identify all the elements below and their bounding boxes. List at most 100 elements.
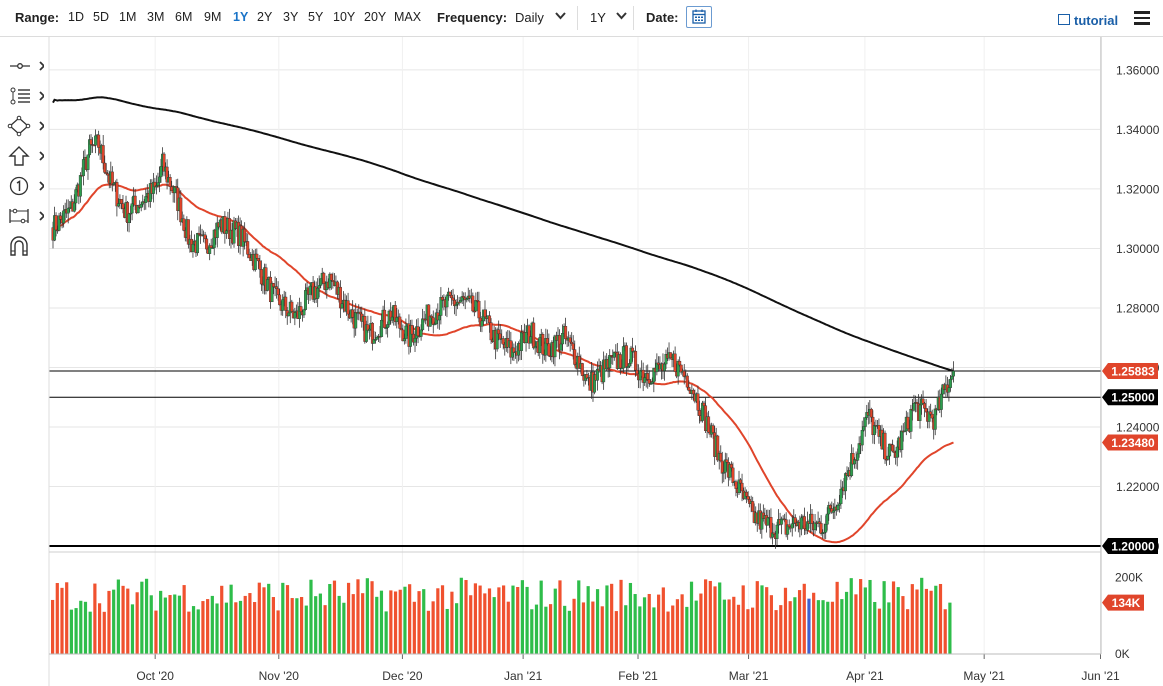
candle-body	[856, 453, 860, 461]
ma-long-line	[52, 96, 954, 372]
menu-icon[interactable]	[1134, 11, 1150, 25]
candle-body	[707, 416, 711, 433]
annotation-icon[interactable]	[6, 175, 44, 197]
frequency-select[interactable]: Daily	[515, 10, 544, 25]
volume-bar	[694, 600, 698, 654]
volume-bar	[826, 601, 830, 654]
volume-bar	[821, 600, 825, 654]
volume-bar	[281, 582, 285, 654]
candle-body	[275, 286, 279, 290]
volume-bar	[534, 604, 539, 654]
volume-bar	[600, 606, 604, 654]
chevron-down-icon[interactable]	[616, 12, 627, 23]
candle-body	[635, 369, 639, 375]
candle-body	[799, 517, 803, 530]
candle-body	[119, 199, 123, 204]
price-tag	[1102, 389, 1158, 406]
candle-body	[888, 443, 892, 457]
candle-body	[745, 491, 749, 497]
candle-body	[529, 336, 533, 344]
range-button-6m[interactable]: 6M	[175, 10, 193, 24]
candle-body	[519, 331, 523, 351]
candle-body	[103, 162, 107, 173]
candle-body	[568, 337, 572, 343]
candle-body	[246, 241, 250, 255]
candle-body	[780, 518, 784, 525]
calendar-icon	[692, 9, 706, 24]
volume-bar	[243, 595, 247, 654]
range-button-1m[interactable]: 1M	[119, 10, 137, 24]
candle-body	[702, 402, 706, 406]
volume-bar	[65, 582, 69, 654]
range-button-20y[interactable]: 20Y	[364, 10, 387, 24]
candle-body	[54, 215, 58, 231]
frequency-label: Frequency:	[437, 10, 508, 25]
range-button-3m[interactable]: 3M	[147, 10, 165, 24]
period-select[interactable]: 1Y	[590, 10, 606, 25]
range-button-max[interactable]: MAX	[394, 10, 422, 24]
candle-body	[338, 286, 342, 309]
volume-bar	[229, 584, 233, 654]
candle-body	[121, 203, 125, 209]
volume-bar	[943, 609, 947, 654]
volume-bar	[572, 598, 576, 654]
candle-body	[573, 349, 577, 365]
candle-body	[545, 338, 549, 344]
measure-icon[interactable]	[6, 205, 44, 227]
range-button-9m[interactable]: 9M	[204, 10, 222, 24]
candle-body	[906, 416, 910, 430]
volume-bar	[135, 592, 139, 654]
volume-bar	[351, 594, 355, 654]
price-chart[interactable]: 1.360001.340001.320001.300001.280001.260…	[0, 37, 1163, 686]
volume-bar	[238, 600, 243, 654]
volume-bar	[469, 595, 473, 654]
candle-body	[696, 393, 700, 411]
volume-bar	[835, 581, 839, 654]
volume-bar	[610, 583, 614, 654]
candle-body	[86, 154, 90, 170]
y-tick-label: 1.22000	[1116, 480, 1160, 494]
volume-bar	[69, 609, 73, 654]
chevron-down-icon[interactable]	[555, 12, 566, 23]
candle-body	[650, 381, 654, 384]
date-picker-button[interactable]	[686, 6, 712, 28]
volume-bar	[285, 585, 290, 654]
candle-body	[431, 317, 435, 325]
volume-bar	[436, 588, 440, 654]
magnet-icon[interactable]	[6, 235, 44, 257]
candle-body	[264, 267, 268, 291]
candle-body	[340, 303, 344, 309]
volume-bar	[920, 577, 924, 654]
range-button-3y[interactable]: 3Y	[283, 10, 299, 24]
x-tick-label: Oct '20	[136, 669, 174, 683]
volume-bar	[253, 602, 257, 654]
fibonacci-icon[interactable]	[6, 85, 44, 107]
crosshair-icon[interactable]	[6, 55, 44, 77]
shapes-icon[interactable]	[6, 115, 44, 137]
candle-body	[787, 524, 791, 528]
volume-bar	[783, 587, 788, 654]
tutorial-link[interactable]: tutorial	[1074, 13, 1119, 28]
candle-body	[947, 387, 951, 393]
range-button-1y[interactable]: 1Y	[233, 10, 249, 24]
volume-bar	[741, 585, 745, 654]
volume-bar	[685, 606, 689, 654]
range-button-10y[interactable]: 10Y	[333, 10, 356, 24]
candle-body	[860, 430, 864, 446]
candle-body	[602, 359, 606, 383]
volume-bar	[182, 585, 186, 654]
candle-body	[346, 300, 350, 315]
candle-body	[831, 510, 835, 513]
candle-body	[404, 325, 408, 339]
arrow-up-icon[interactable]	[6, 145, 44, 167]
range-button-5d[interactable]: 5D	[93, 10, 109, 24]
volume-bar	[704, 579, 708, 654]
range-button-1d[interactable]: 1D	[68, 10, 84, 24]
price-tag	[1102, 434, 1158, 451]
candle-body	[751, 501, 755, 512]
candle-body	[927, 411, 931, 422]
range-button-2y[interactable]: 2Y	[257, 10, 273, 24]
volume-bar	[173, 594, 177, 654]
volume-bar	[755, 581, 759, 654]
range-button-5y[interactable]: 5Y	[308, 10, 324, 24]
